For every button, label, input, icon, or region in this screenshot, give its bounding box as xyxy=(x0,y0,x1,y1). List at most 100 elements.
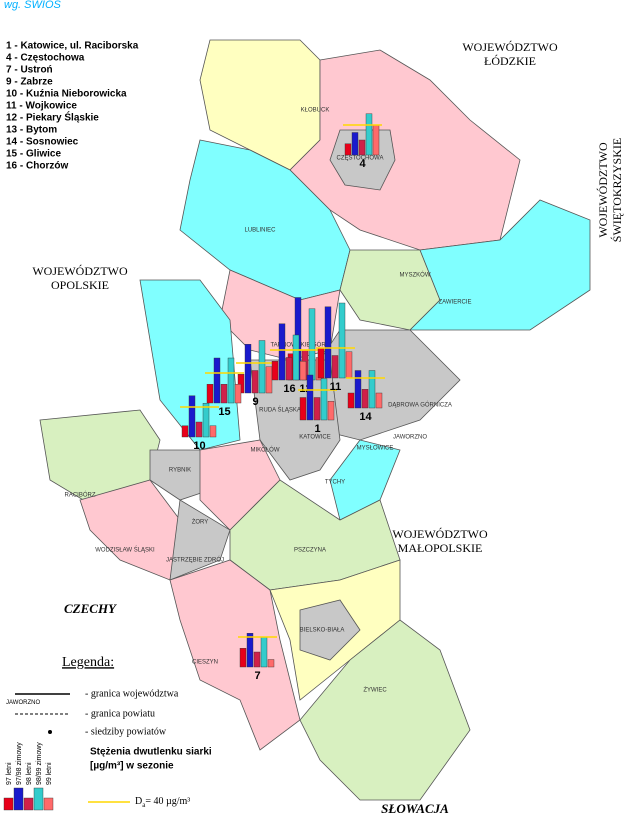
bar xyxy=(253,651,261,668)
station-number: 10 xyxy=(193,440,205,452)
bar xyxy=(195,421,203,438)
bar xyxy=(246,633,254,668)
legend-item: - siedziby powiatów xyxy=(85,726,167,737)
station-list-item: 11 - Wojkowice xyxy=(6,101,77,112)
station-list-item: 1 - Katowice, ul. Raciborska xyxy=(6,41,139,52)
county-label: TYCHY xyxy=(325,480,345,486)
region-label: ŚWIĘTOKRZYSKIE xyxy=(610,138,624,242)
county-label: KATOWICE xyxy=(299,435,330,441)
county-label: ŻYWIEC xyxy=(363,687,387,694)
county-label: JASTRZĘBIE ZDRÓJ xyxy=(166,557,224,564)
county-label: KŁOBUCK xyxy=(301,108,330,114)
bar xyxy=(324,306,332,379)
county-label: RACIBÓRZ xyxy=(64,492,95,499)
source: wg. ŚWIOŚ xyxy=(4,0,62,11)
threshold-sub: a xyxy=(142,801,146,809)
bar xyxy=(202,403,210,438)
legend-title: Legenda: xyxy=(62,655,114,670)
bar xyxy=(227,357,235,404)
legend-series-name: 97/98 zimowy xyxy=(16,742,23,785)
station-number: 16 xyxy=(283,383,295,395)
bar xyxy=(320,378,328,421)
bar xyxy=(251,370,259,394)
legend-town: JAWORZNO xyxy=(6,700,40,706)
bar xyxy=(292,334,300,381)
county-label: BIELSKO-BIAŁA xyxy=(300,628,345,634)
county-label: PSZCZYNA xyxy=(294,548,326,554)
legend: Legenda: - granica województwa - granica… xyxy=(3,655,212,811)
bar xyxy=(188,395,196,438)
legend-item: - granica województwa xyxy=(85,688,179,699)
station-number: 11 xyxy=(330,381,342,393)
bar xyxy=(358,139,366,156)
station-list-item: 7 - Ustroń xyxy=(6,65,53,76)
bar xyxy=(244,344,252,394)
threshold-symbol: D xyxy=(135,796,142,807)
bar xyxy=(213,357,221,404)
legend-item: - granica powiatu xyxy=(85,708,155,719)
bar xyxy=(265,366,273,394)
station-list-item: 12 - Piekary Śląskie xyxy=(6,111,99,124)
county-label: MYSŁOWICE xyxy=(357,446,394,452)
bar xyxy=(260,636,268,668)
bar xyxy=(317,347,325,379)
bar xyxy=(327,401,335,421)
region-label: OPOLSKIE xyxy=(51,278,109,292)
region-label: WOJEWÓDZTWO xyxy=(596,142,610,238)
bar xyxy=(220,384,228,404)
legend-series-name: 98/99 zimowy xyxy=(36,742,43,785)
station-list-item: 10 - Kuźnia Nieborowicka xyxy=(6,89,127,100)
legend-threshold: Da= 40 µg/m³ xyxy=(135,796,190,808)
region-label: WOJEWÓDZTWO xyxy=(32,264,128,278)
county-label: RYBNIK xyxy=(169,468,191,474)
station-list-item: 4 - Częstochowa xyxy=(6,53,85,64)
bar xyxy=(354,370,362,409)
bar xyxy=(313,397,321,421)
county-label: CZĘSTOCHOWA xyxy=(336,156,383,162)
bar xyxy=(347,392,355,409)
county-label: MYSZKÓW xyxy=(400,272,431,279)
bar xyxy=(365,113,373,156)
region-label: WOJEWÓDZTWO xyxy=(462,40,558,54)
station-number: 1 xyxy=(314,423,320,435)
legend-swatch xyxy=(33,787,44,811)
bar xyxy=(299,397,307,421)
map-areas xyxy=(39,39,591,801)
county-label: CIESZYN xyxy=(192,660,218,666)
country-label: SŁOWACJA xyxy=(381,801,449,816)
bar xyxy=(308,308,316,381)
region-label: ŁÓDZKIE xyxy=(484,54,536,68)
bar xyxy=(361,389,369,409)
bar xyxy=(351,132,359,156)
county-label: MIKOŁÓW xyxy=(250,447,279,454)
county-label: JAWORZNO xyxy=(393,435,427,441)
bar xyxy=(344,143,352,156)
bar xyxy=(372,124,380,156)
threshold-rest: = 40 µg/m³ xyxy=(145,796,190,807)
county-label: LUBLINIEC xyxy=(244,228,276,234)
county-label: WODZISŁAW ŚLĄSKI xyxy=(95,546,155,554)
legend-measure: [µg/m³] w sezonie xyxy=(90,761,174,772)
station-number: 9 xyxy=(252,396,258,408)
bar xyxy=(271,361,279,381)
county-label: DĄBROWA GÓRNICZA xyxy=(388,402,452,409)
bar xyxy=(267,659,275,668)
bar xyxy=(331,355,339,379)
county-label: ZAWIERCIE xyxy=(438,300,471,306)
station-list-item: 15 - Gliwice xyxy=(6,149,61,160)
bar xyxy=(345,351,353,379)
bar xyxy=(375,392,383,409)
station-list-item: 9 - Zabrze xyxy=(6,77,53,88)
country-label: CZECHY xyxy=(64,601,117,616)
bar xyxy=(299,361,307,381)
legend-swatch xyxy=(43,797,54,811)
bar xyxy=(239,648,247,668)
bar xyxy=(338,302,346,379)
legend-swatch xyxy=(3,797,14,811)
legend-series-name: 99 letni xyxy=(46,762,53,785)
station-list-item: 16 - Chorzów xyxy=(6,161,68,172)
bar xyxy=(285,357,293,381)
bar xyxy=(306,374,314,421)
